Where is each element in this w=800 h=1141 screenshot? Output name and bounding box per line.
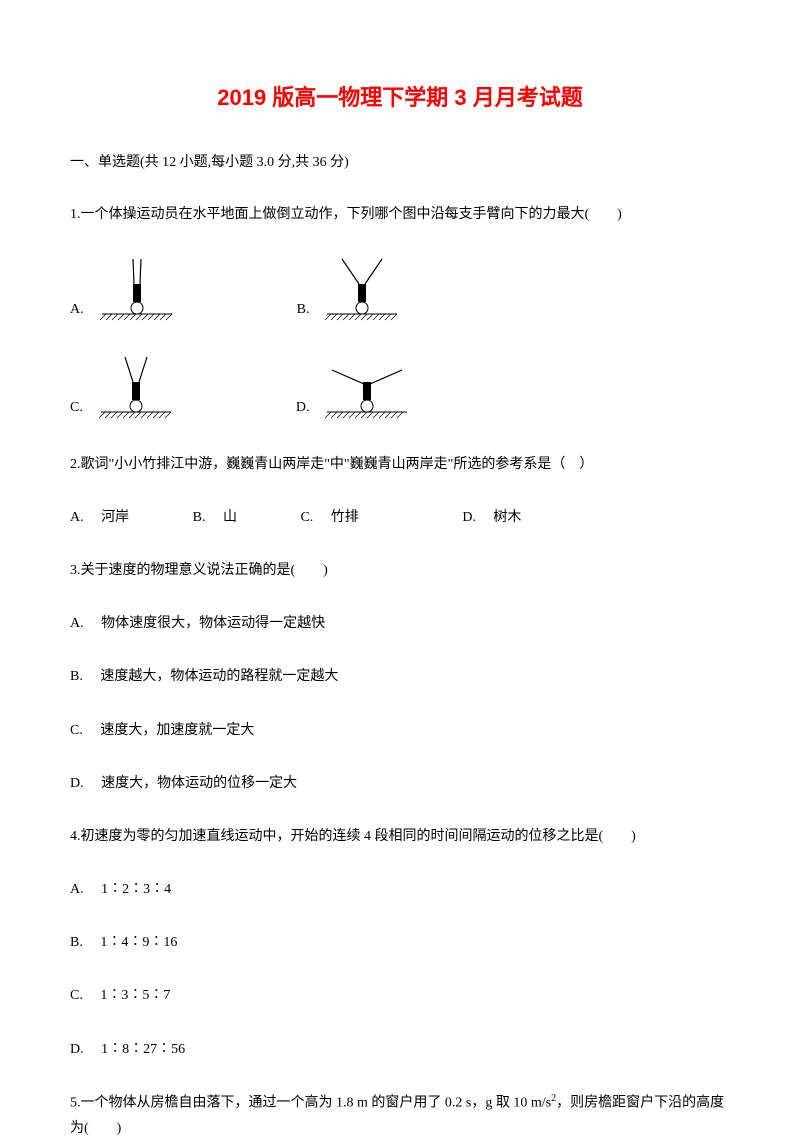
question-2: 2.歌词"小小竹排江中游，巍巍青山两岸走"中"巍巍青山两岸走"所选的参考系是（ …: [70, 452, 730, 477]
q4-opt-a: A. 1∶2∶3∶4: [70, 877, 730, 902]
diagram-a: [92, 256, 182, 326]
option-d-container: D.: [296, 364, 418, 424]
q3-opt-a: A. 物体速度很大，物体运动得一定越快: [70, 611, 730, 636]
diagram-row-2: C. D.: [70, 354, 730, 424]
option-a-container: A.: [70, 256, 182, 326]
q2-opt-c: C. 竹排: [300, 510, 358, 525]
page-title: 2019 版高一物理下学期 3 月月考试题: [70, 80, 730, 112]
question-3: 3.关于速度的物理意义说法正确的是( ): [70, 558, 730, 583]
diagram-row-1: A. B.: [70, 256, 730, 326]
diagram-d: [317, 364, 417, 424]
diagram-c: [91, 354, 181, 424]
q4-opt-d: D. 1∶8∶27∶56: [70, 1037, 730, 1062]
q5-text-before: 5.一个物体从房檐自由落下，通过一个高为 1.8 m 的窗户用了 0.2 s，g…: [70, 1095, 551, 1110]
q3-opt-d: D. 速度大，物体运动的位移一定大: [70, 771, 730, 796]
question-2-options: A. 河岸 B. 山 C. 竹排 D. 树木: [70, 505, 730, 530]
option-a-label: A.: [70, 302, 84, 318]
q3-opt-c: C. 速度大，加速度就一定大: [70, 718, 730, 743]
option-c-container: C.: [70, 354, 181, 424]
option-d-label: D.: [296, 400, 310, 416]
q2-opt-a: A. 河岸: [70, 510, 129, 525]
option-c-label: C.: [70, 400, 83, 416]
section-header: 一、单选题(共 12 小题,每小题 3.0 分,共 36 分): [70, 152, 730, 174]
q2-opt-b: B. 山: [193, 510, 237, 525]
option-b-label: B.: [297, 302, 310, 318]
question-5: 5.一个物体从房檐自由落下，通过一个高为 1.8 m 的窗户用了 0.2 s，g…: [70, 1090, 730, 1141]
q3-opt-b: B. 速度越大，物体运动的路程就一定越大: [70, 664, 730, 689]
q4-opt-b: B. 1∶4∶9∶16: [70, 930, 730, 955]
question-4: 4.初速度为零的匀加速直线运动中，开始的连续 4 段相同的时间间隔运动的位移之比…: [70, 824, 730, 849]
option-b-container: B.: [297, 256, 408, 326]
diagram-b: [317, 256, 407, 326]
q2-opt-d: D. 树木: [462, 510, 521, 525]
question-1: 1.一个体操运动员在水平地面上做倒立动作，下列哪个图中沿每支手臂向下的力最大( …: [70, 202, 730, 227]
q4-opt-c: C. 1∶3∶5∶7: [70, 983, 730, 1008]
